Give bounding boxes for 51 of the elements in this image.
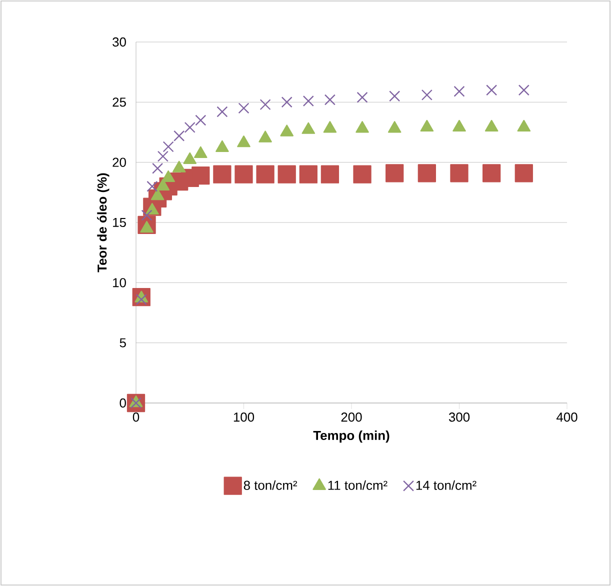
- point: [386, 164, 404, 182]
- point: [136, 294, 147, 306]
- point: [418, 164, 436, 182]
- point: [157, 150, 168, 162]
- legend-label: 8 ton/cm²: [244, 480, 298, 490]
- point: [421, 89, 432, 100]
- point: [482, 164, 501, 182]
- point: [141, 210, 152, 221]
- point: [192, 166, 210, 185]
- x-tick-label: 100: [234, 412, 254, 422]
- point: [302, 95, 314, 106]
- x-tick-label: 0: [132, 412, 140, 422]
- y-tick-label: 10: [113, 278, 126, 288]
- point: [454, 86, 465, 97]
- point: [256, 165, 274, 184]
- y-tick-label: 0: [120, 398, 126, 408]
- point: [278, 165, 296, 184]
- x-axis-title: Tempo (min): [313, 430, 390, 443]
- point: [356, 92, 368, 103]
- point: [195, 114, 206, 126]
- point: [184, 122, 196, 133]
- point: [260, 99, 271, 110]
- point: [450, 164, 468, 182]
- point: [299, 165, 318, 184]
- point: [389, 90, 400, 102]
- y-axis-title: Teor de óleo (%): [97, 173, 110, 272]
- point: [238, 102, 250, 114]
- legend-label: 14 ton/cm²: [416, 480, 476, 490]
- x-tick-label: 400: [556, 412, 578, 422]
- y-tick-label: 30: [112, 37, 126, 47]
- point: [146, 180, 158, 192]
- x-tick-label: 300: [448, 412, 470, 422]
- point: [216, 106, 228, 118]
- point: [174, 130, 185, 142]
- y-tick-label: 5: [120, 338, 126, 348]
- y-tick-label: 20: [112, 158, 126, 167]
- point: [281, 96, 292, 108]
- point: [320, 165, 340, 184]
- point: [514, 164, 533, 182]
- point: [152, 162, 164, 174]
- x-tick-label: 200: [341, 412, 362, 422]
- y-tick-label: 25: [112, 98, 126, 107]
- point: [518, 84, 530, 96]
- point: [162, 141, 174, 152]
- y-tick-label: 15: [113, 218, 126, 228]
- point: [486, 84, 498, 96]
- point: [324, 94, 336, 106]
- point: [353, 165, 372, 184]
- point: [234, 165, 253, 184]
- point: [213, 165, 232, 184]
- legend-label: 11 ton/cm²: [328, 480, 388, 490]
